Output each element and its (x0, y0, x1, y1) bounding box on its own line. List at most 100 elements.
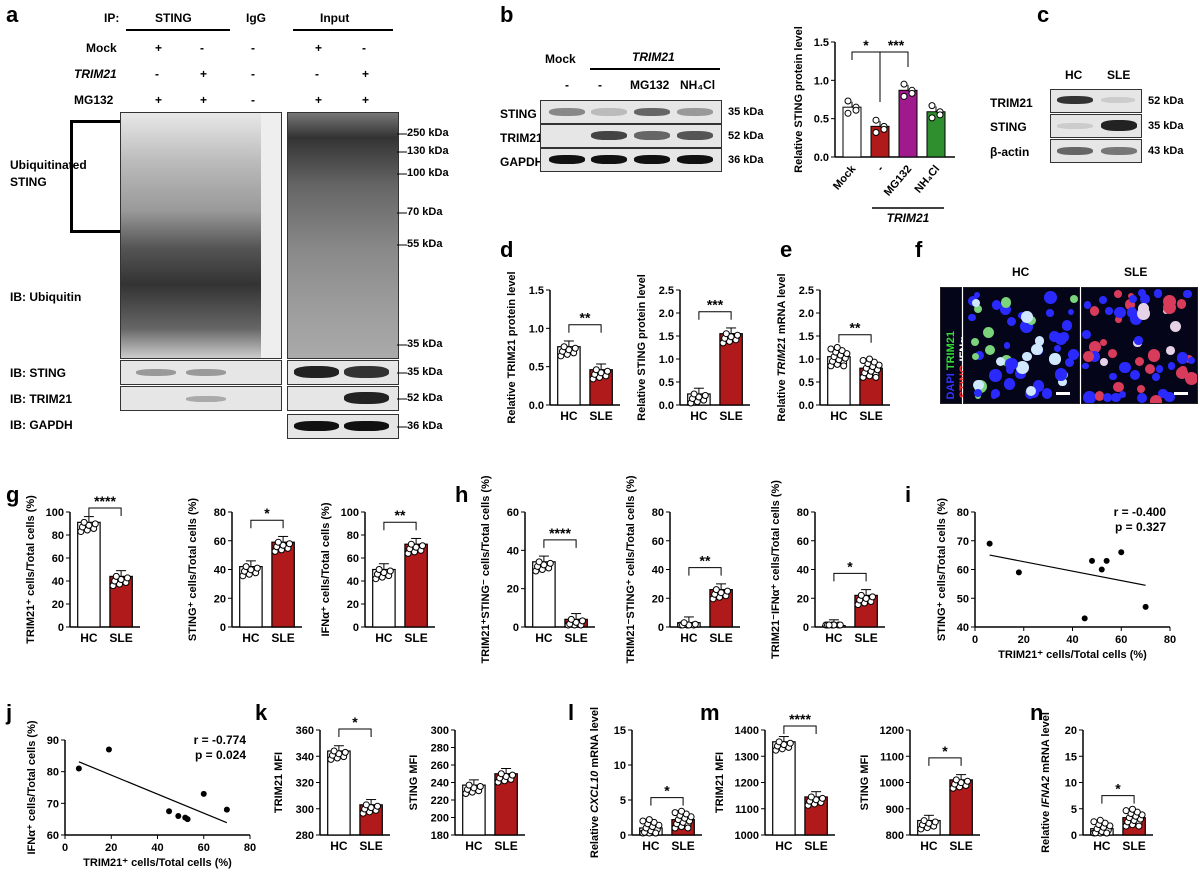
cell (1140, 293, 1151, 304)
x-tick-label: HC (330, 839, 348, 853)
data-point (1122, 807, 1130, 815)
data-point (712, 586, 720, 594)
cell (1044, 291, 1057, 305)
mw: 35 kDa (728, 106, 764, 118)
significance-stars: **** (549, 525, 571, 541)
significance-bracket (880, 51, 909, 67)
ip-group-igg: IgG (246, 11, 266, 25)
data-point (200, 790, 207, 797)
y-tick-label: 0 (353, 622, 359, 634)
y-tick-label: 1.5 (814, 37, 829, 49)
y-axis-label: TRIM21⁺STING⁻ cells/Total cells (%) (480, 475, 492, 663)
data-point (274, 538, 282, 546)
y-tick-label: 40 (797, 565, 809, 577)
y-tick-label: 80 (47, 767, 59, 779)
y-tick-label: 60 (347, 553, 359, 565)
data-point (827, 345, 835, 353)
cell (1107, 349, 1117, 359)
bar-hc (327, 750, 351, 836)
cell (974, 388, 983, 397)
data-point (920, 817, 928, 825)
x-tick-label: 0 (972, 634, 978, 646)
treatment-sign: - (200, 41, 204, 55)
y-tick-label: 0 (803, 622, 809, 634)
data-point (872, 128, 880, 136)
x-tick-label: HC (535, 631, 553, 645)
data-point (952, 776, 960, 784)
cell (1046, 309, 1054, 317)
cell (1069, 295, 1079, 304)
data-point (652, 829, 660, 837)
treatment-sign: - (362, 41, 366, 55)
data-point (341, 748, 349, 756)
data-point (857, 591, 865, 599)
data-point (964, 777, 971, 785)
micrograph-sle (1081, 287, 1198, 404)
y-tick-label: 15 (1065, 751, 1077, 763)
b-gapdh-blot (540, 148, 722, 172)
data-point (859, 357, 867, 365)
cell (1145, 363, 1156, 375)
data-point (833, 344, 841, 351)
mw: 43 kDa (1148, 145, 1184, 157)
data-point (819, 794, 826, 802)
row-sting: STING (500, 107, 537, 121)
x-tick-label: HC (1093, 839, 1111, 853)
data-point (671, 809, 679, 817)
y-tick-label: 320 (296, 778, 314, 790)
y-tick-label: 1.5 (529, 285, 544, 297)
ib-gapdh-label: IB: GAPDH (10, 418, 73, 432)
treatment-sign: - (315, 67, 319, 81)
cell (1098, 295, 1107, 304)
y-tick-label: 300 (296, 804, 314, 816)
y-axis-label: Relative CXCL10 mRNA level (589, 707, 601, 858)
data-point (645, 816, 653, 824)
y-tick-label: 80 (214, 507, 226, 519)
data-point (85, 521, 93, 529)
cell (1082, 330, 1091, 340)
cell (1128, 294, 1137, 303)
cell (1003, 342, 1011, 350)
y-tick-label: 1100 (880, 751, 904, 763)
y-tick-label: 40 (52, 576, 64, 588)
sting-blot-input (287, 360, 399, 385)
data-point (124, 574, 131, 582)
ip-group-line (293, 29, 393, 31)
y-tick-label: 20 (652, 593, 664, 605)
y-tick-label: 60 (957, 565, 969, 577)
y-tick-label: 1200 (880, 725, 904, 737)
cell (1005, 357, 1018, 371)
significance-bracket (688, 567, 722, 576)
data-point (870, 358, 878, 366)
cell (1168, 362, 1176, 370)
x-tick-label: HC (242, 631, 260, 645)
x-tick-label: 60 (1115, 634, 1127, 646)
significance-bracket (928, 757, 962, 766)
data-point (567, 615, 575, 623)
legend-strip: DAPI TRIM21 (940, 287, 962, 404)
y-tick-label: 15 (614, 725, 626, 737)
header-trim21: TRIM21 (632, 50, 675, 64)
y-tick-label: 340 (296, 751, 314, 763)
cell (1129, 369, 1140, 380)
data-point (497, 770, 505, 778)
significance-bracket (383, 521, 417, 531)
y-tick-label: 40 (214, 565, 226, 577)
cell (1147, 348, 1161, 362)
cell (1119, 391, 1127, 399)
x-tick-label: MG132 (882, 163, 914, 198)
header-hc: HC (1012, 265, 1030, 279)
y-tick-label: 70 (957, 536, 969, 548)
cell (1099, 338, 1108, 347)
data-point (900, 92, 908, 100)
data-point (1129, 805, 1136, 813)
regression-line (78, 761, 228, 824)
lane-2: - (598, 78, 602, 92)
r-value: r = -0.774 (194, 733, 247, 747)
cell (1025, 385, 1036, 396)
x-tick-label: SLE (589, 409, 612, 423)
cell (1032, 380, 1045, 392)
y-axis-label: Relative STING protein level (636, 274, 648, 421)
data-point (690, 390, 698, 398)
cell (1082, 350, 1095, 363)
